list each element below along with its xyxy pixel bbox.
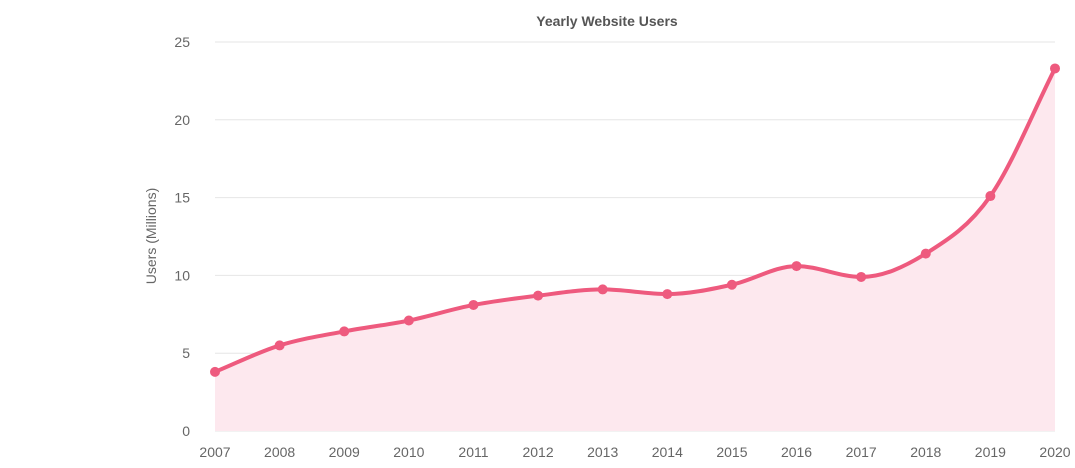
x-tick-label: 2010 (393, 444, 424, 460)
y-tick-label: 25 (174, 34, 190, 50)
x-tick-label: 2008 (264, 444, 295, 460)
data-point[interactable] (403, 315, 414, 326)
data-point[interactable] (662, 289, 673, 300)
data-point[interactable] (533, 290, 544, 301)
x-tick-label: 2018 (910, 444, 941, 460)
x-axis-ticks: 2007 2008 2009 2010 2011 2012 2013 2014 2015 2016… (199, 444, 1070, 460)
data-point[interactable] (274, 340, 285, 351)
x-tick-label: 2017 (846, 444, 877, 460)
x-tick-label: 2020 (1039, 444, 1070, 460)
y-tick-label: 15 (174, 190, 190, 206)
x-tick-label: 2019 (975, 444, 1006, 460)
y-tick-label: 20 (174, 112, 190, 128)
x-tick-label: 2011 (458, 444, 488, 460)
x-tick-label: 2016 (781, 444, 812, 460)
data-point[interactable] (791, 261, 802, 272)
x-tick-label: 2014 (652, 444, 683, 460)
data-point[interactable] (920, 248, 931, 259)
data-point[interactable] (1050, 63, 1060, 74)
y-axis-ticks: 0 5 10 15 20 25 (174, 34, 190, 439)
area-fill-layer (215, 68, 1055, 432)
x-tick-label: 2013 (587, 444, 618, 460)
chart-title: Yearly Website Users (536, 13, 678, 29)
y-tick-label: 0 (182, 423, 190, 439)
data-point[interactable] (210, 366, 220, 377)
data-point[interactable] (339, 326, 350, 337)
x-tick-label: 2015 (716, 444, 747, 460)
data-points (210, 63, 1060, 377)
x-tick-label: 2012 (522, 444, 553, 460)
y-tick-label: 10 (174, 267, 190, 283)
y-tick-label: 5 (182, 345, 190, 361)
data-point[interactable] (597, 284, 608, 295)
data-point[interactable] (856, 271, 867, 282)
area-fill (215, 68, 1055, 432)
x-tick-label: 2007 (199, 444, 230, 460)
data-point[interactable] (468, 299, 479, 310)
x-tick-label: 2009 (329, 444, 360, 460)
data-point[interactable] (726, 279, 737, 290)
data-point[interactable] (985, 191, 996, 202)
y-axis-title: Users (Millions) (143, 188, 159, 284)
